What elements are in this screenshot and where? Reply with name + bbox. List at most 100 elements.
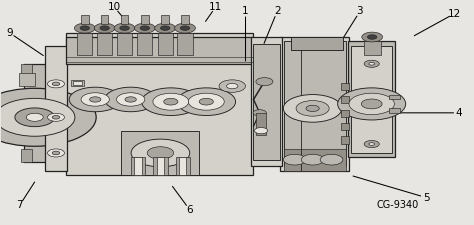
Circle shape: [349, 93, 394, 115]
Bar: [157, 33, 173, 55]
Bar: [121, 15, 128, 24]
Text: 8: 8: [6, 108, 12, 118]
Circle shape: [367, 35, 377, 39]
Bar: [156, 158, 164, 175]
Bar: [20, 148, 32, 162]
Bar: [292, 37, 343, 50]
Circle shape: [26, 113, 43, 121]
Circle shape: [177, 88, 236, 115]
Text: 4: 4: [456, 108, 463, 118]
Bar: [284, 41, 346, 166]
Circle shape: [337, 88, 406, 120]
Bar: [121, 131, 199, 175]
Bar: [175, 158, 190, 175]
Bar: [18, 73, 35, 86]
Circle shape: [306, 105, 319, 112]
Bar: [134, 158, 142, 175]
Text: 5: 5: [423, 193, 429, 202]
Circle shape: [219, 80, 246, 92]
Bar: [20, 64, 32, 77]
Bar: [348, 41, 395, 158]
Bar: [351, 46, 392, 153]
Text: 11: 11: [209, 2, 222, 12]
Circle shape: [142, 88, 200, 115]
Circle shape: [69, 87, 121, 112]
Bar: [251, 37, 282, 166]
Circle shape: [255, 128, 268, 134]
Bar: [77, 33, 92, 55]
Circle shape: [81, 93, 109, 106]
Bar: [177, 33, 192, 55]
Circle shape: [80, 26, 90, 30]
Bar: [66, 37, 253, 64]
Circle shape: [47, 113, 64, 121]
Circle shape: [283, 94, 342, 122]
Circle shape: [369, 143, 374, 145]
Circle shape: [320, 154, 343, 165]
Circle shape: [15, 108, 55, 127]
Bar: [141, 15, 149, 24]
Bar: [161, 15, 169, 24]
Circle shape: [0, 98, 75, 136]
Bar: [389, 94, 400, 99]
Bar: [341, 83, 349, 90]
Bar: [131, 158, 145, 175]
Circle shape: [164, 98, 178, 105]
Circle shape: [90, 97, 101, 102]
Bar: [179, 158, 186, 175]
Bar: [66, 33, 253, 175]
Text: 7: 7: [16, 200, 23, 210]
Circle shape: [160, 26, 170, 30]
Text: 10: 10: [108, 2, 121, 12]
Bar: [341, 110, 349, 117]
Circle shape: [188, 93, 224, 110]
Circle shape: [199, 98, 213, 105]
Bar: [101, 15, 109, 24]
Bar: [24, 64, 46, 162]
Circle shape: [47, 149, 64, 157]
Bar: [45, 46, 67, 171]
Circle shape: [47, 80, 64, 88]
Circle shape: [52, 115, 60, 119]
Circle shape: [174, 23, 195, 33]
Bar: [117, 33, 132, 55]
Circle shape: [153, 93, 189, 110]
Circle shape: [361, 99, 382, 109]
Circle shape: [364, 60, 379, 67]
Bar: [256, 113, 266, 135]
Circle shape: [120, 26, 129, 30]
Circle shape: [147, 147, 173, 159]
Circle shape: [227, 83, 238, 89]
Circle shape: [362, 32, 383, 42]
Text: 1: 1: [242, 6, 249, 16]
Circle shape: [117, 93, 145, 106]
Bar: [97, 33, 112, 55]
Text: 12: 12: [448, 9, 461, 19]
Bar: [281, 37, 349, 171]
Circle shape: [253, 110, 266, 116]
Text: CG-9340: CG-9340: [376, 200, 419, 210]
Circle shape: [52, 151, 60, 155]
Bar: [81, 15, 89, 24]
Bar: [137, 33, 153, 55]
Bar: [341, 123, 349, 130]
Circle shape: [135, 23, 155, 33]
Text: 9: 9: [6, 28, 12, 38]
Bar: [181, 15, 189, 24]
Text: 6: 6: [186, 205, 193, 215]
Circle shape: [0, 88, 96, 146]
Bar: [71, 80, 84, 86]
Circle shape: [94, 23, 115, 33]
Circle shape: [100, 26, 109, 30]
Bar: [364, 41, 381, 55]
Bar: [154, 158, 167, 175]
Circle shape: [369, 63, 374, 65]
Bar: [284, 148, 346, 171]
Bar: [341, 96, 349, 104]
Circle shape: [283, 154, 306, 165]
Circle shape: [180, 26, 190, 30]
Circle shape: [114, 23, 135, 33]
Circle shape: [52, 82, 60, 86]
Circle shape: [131, 139, 190, 167]
Bar: [73, 81, 82, 85]
